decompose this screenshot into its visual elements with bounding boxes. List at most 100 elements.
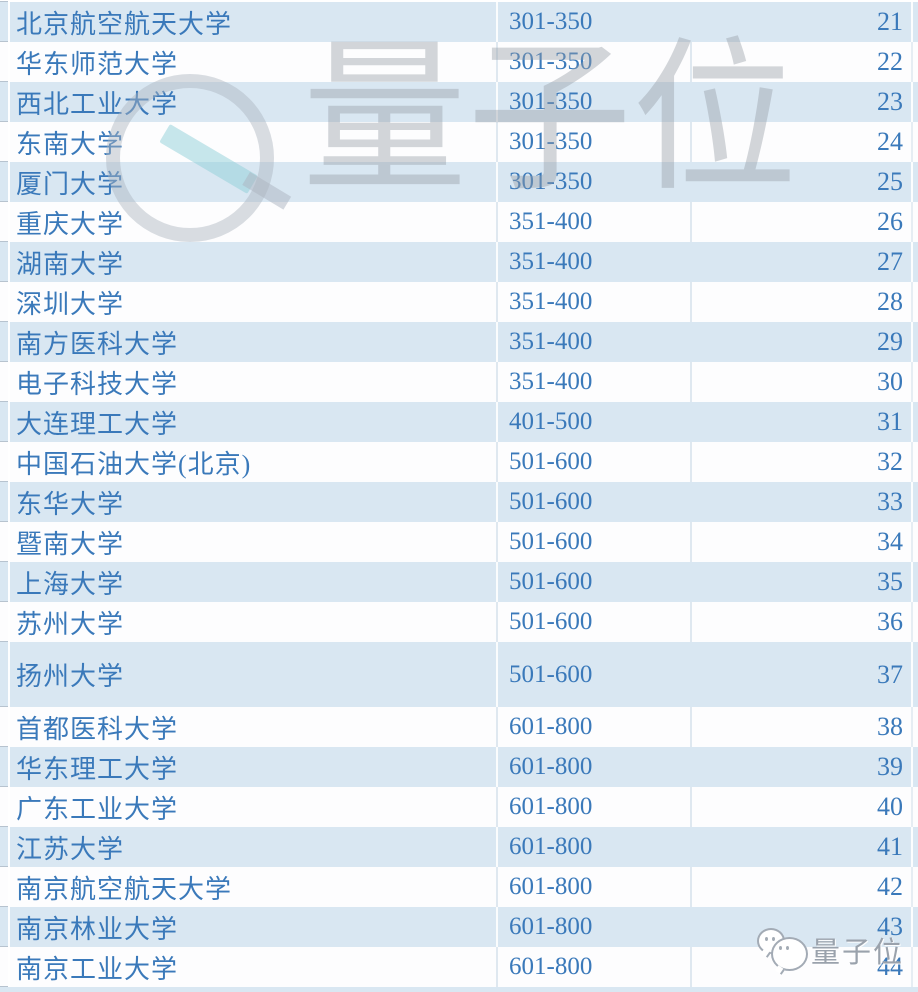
right-gutter — [913, 707, 918, 747]
table-row: 电子科技大学 351-400 30 — [0, 361, 918, 402]
cell-university-name: 厦门大学 — [10, 162, 498, 202]
right-gutter — [913, 522, 918, 562]
right-gutter — [913, 122, 918, 162]
cell-university-name: 江苏大学 — [10, 827, 498, 867]
cell-row-number: 24 — [692, 122, 913, 162]
cell-university-name: 湖南大学 — [10, 242, 498, 282]
cell-row-number: 26 — [692, 202, 913, 242]
cell-rank-range: 501-600 — [509, 568, 593, 595]
cell-rank-range: 301-350 — [498, 42, 692, 82]
table-row: 广东工业大学 601-800 40 — [0, 786, 918, 827]
cell-university-name: 南京林业大学 — [10, 907, 498, 947]
left-gutter — [0, 521, 10, 562]
left-gutter — [0, 361, 10, 402]
cell-rank-range: 601-800 — [498, 867, 692, 907]
right-gutter — [913, 42, 918, 82]
table-row: 深圳大学 351-400 28 — [0, 281, 918, 322]
right-gutter — [913, 867, 918, 907]
table-row: 大连理工大学 401-500 31 — [0, 401, 918, 442]
cell-row-number: 39 — [692, 747, 913, 787]
left-gutter — [0, 906, 10, 947]
table-row: 扬州大学 501-600 37 — [0, 641, 918, 707]
footer-logo-text: 量子位 — [810, 937, 904, 969]
left-gutter — [0, 321, 10, 362]
right-gutter — [913, 202, 918, 242]
left-gutter — [0, 241, 10, 282]
cell-university-name: 东南大学 — [10, 122, 498, 162]
right-gutter — [913, 747, 918, 787]
right-gutter — [913, 562, 918, 602]
right-gutter — [913, 322, 918, 362]
right-gutter — [913, 82, 918, 122]
right-gutter — [913, 827, 918, 867]
left-gutter — [0, 946, 10, 987]
cell-row-number: 43 — [692, 907, 913, 947]
cell-row-number: 22 — [692, 42, 913, 82]
left-gutter — [0, 746, 10, 787]
cell-university-name: 中国石油大学(北京) — [10, 442, 498, 482]
cell-row-number: 37 — [692, 642, 913, 707]
right-gutter — [913, 402, 918, 442]
table-row: 暨南大学 501-600 34 — [0, 521, 918, 562]
cell-row-number: 28 — [692, 282, 913, 322]
left-gutter — [0, 401, 10, 442]
cell-university-name: 华东师范大学 — [10, 42, 498, 82]
cell-rank-range: 351-400 — [498, 282, 692, 322]
cell-row-number: 21 — [692, 2, 913, 42]
cell-row-number: 32 — [692, 442, 913, 482]
right-gutter — [913, 442, 918, 482]
cell-university-name: 广东工业大学 — [10, 787, 498, 827]
cell-university-name: 北京航空航天大学 — [10, 2, 498, 42]
cell-rank-range: 301-350 — [498, 122, 692, 162]
cell-university-name: 扬州大学 — [10, 642, 498, 707]
cell-rank-range: 501-600 — [509, 488, 593, 515]
left-gutter — [0, 81, 10, 122]
cell-rank-range: 401-500 — [509, 408, 593, 435]
left-gutter — [0, 826, 10, 867]
left-gutter — [0, 706, 10, 747]
cell-rank-range: 601-800 — [509, 913, 593, 940]
right-gutter — [913, 642, 918, 707]
cell-row-number: 35 — [692, 562, 913, 602]
cell-row-number: 29 — [692, 322, 913, 362]
cell-university-name: 南京工业大学 — [10, 947, 498, 987]
table-row: 苏州大学 501-600 36 — [0, 601, 918, 642]
cell-rank-range: 501-600 — [498, 522, 692, 562]
table-row: 中国石油大学(北京) 501-600 32 — [0, 441, 918, 482]
right-gutter — [913, 907, 918, 947]
cell-rank-range: 501-600 — [498, 602, 692, 642]
cell-row-number: 38 — [692, 707, 913, 747]
table-row: 华东师范大学 301-350 22 — [0, 41, 918, 82]
right-gutter — [913, 602, 918, 642]
right-gutter — [913, 242, 918, 282]
right-gutter — [913, 162, 918, 202]
right-gutter — [913, 2, 918, 42]
chat-bubble-big-icon — [770, 937, 808, 971]
cell-university-name: 华东理工大学 — [10, 747, 498, 787]
cell-university-name: 南京航空航天大学 — [10, 867, 498, 907]
cell-university-name: 电子科技大学 — [10, 362, 498, 402]
cell-rank-range: 301-350 — [509, 88, 593, 115]
table-row: 厦门大学 301-350 25 — [0, 161, 918, 202]
cell-university-name: 东华大学 — [10, 482, 498, 522]
cell-row-number: 40 — [692, 787, 913, 827]
cell-rank-range: 601-800 — [498, 947, 692, 987]
left-gutter — [0, 866, 10, 907]
right-gutter — [913, 947, 918, 987]
right-gutter — [913, 362, 918, 402]
cell-university-name: 首都医科大学 — [10, 707, 498, 747]
cell-rank-range: 601-800 — [498, 707, 692, 747]
left-gutter — [0, 601, 10, 642]
left-gutter — [0, 481, 10, 522]
cell-university-name: 大连理工大学 — [10, 402, 498, 442]
cell-university-name: 重庆大学 — [10, 202, 498, 242]
left-gutter — [0, 641, 10, 707]
left-gutter — [0, 441, 10, 482]
cell-university-name: 暨南大学 — [10, 522, 498, 562]
cell-rank-range: 301-350 — [509, 8, 593, 35]
table-row: 东华大学 501-600 33 — [0, 481, 918, 522]
left-gutter — [0, 561, 10, 602]
cell-row-number: 25 — [692, 162, 913, 202]
